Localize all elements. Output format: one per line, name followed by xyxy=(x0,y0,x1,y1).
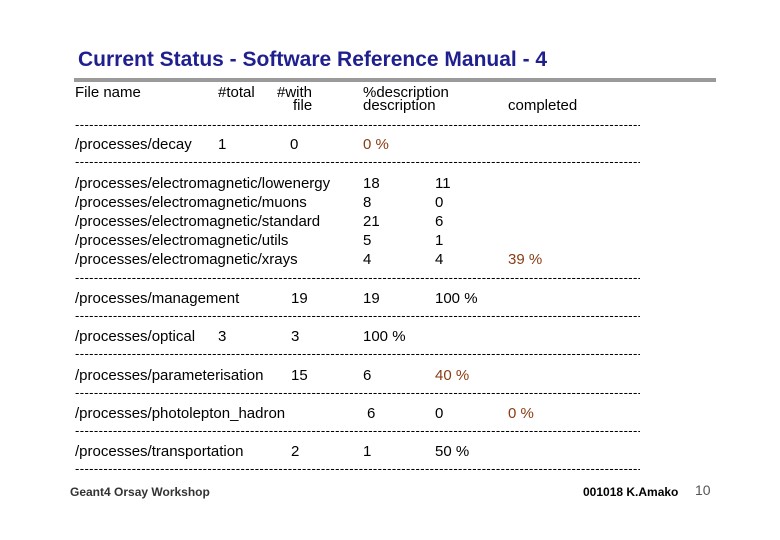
row-percent: 39 % xyxy=(508,251,543,268)
header-with: #with xyxy=(277,84,313,101)
row-total: 1 xyxy=(218,136,227,153)
row-with-file: 0 xyxy=(290,136,299,153)
slide-title: Current Status - Software Reference Manu… xyxy=(78,48,548,71)
row-with-file: 18 xyxy=(363,175,380,192)
separator-line: ----------------------------------------… xyxy=(75,273,640,283)
row-percent: 0 % xyxy=(363,136,389,153)
header-file-name: File name xyxy=(75,84,141,101)
header-desc-2: description xyxy=(363,97,436,114)
row-with-file: 6 xyxy=(363,367,372,384)
row-name: /processes/parameterisation xyxy=(75,367,264,384)
row-with-file: 5 xyxy=(363,232,372,249)
row-total: 19 xyxy=(291,290,308,307)
separator-line: ----------------------------------------… xyxy=(75,464,640,474)
row-description: 6 xyxy=(435,213,444,230)
row-percent: 40 % xyxy=(435,367,470,384)
footer-event: Geant4 Orsay Workshop xyxy=(70,485,210,499)
row-name: /processes/electromagnetic/standard xyxy=(75,213,321,230)
row-with-file: 8 xyxy=(363,194,372,211)
row-percent: 50 % xyxy=(435,443,470,460)
separator-line: ----------------------------------------… xyxy=(75,349,640,359)
row-name: /processes/optical xyxy=(75,328,196,345)
row-description: 4 xyxy=(435,251,444,268)
row-name: /processes/photolepton_hadron xyxy=(75,405,286,422)
row-name: /processes/electromagnetic/xrays xyxy=(75,251,298,268)
row-name: /processes/electromagnetic/utils xyxy=(75,232,289,249)
row-with-file: 6 xyxy=(367,405,376,422)
separator-line: ----------------------------------------… xyxy=(75,157,640,167)
row-with-file: 19 xyxy=(363,290,380,307)
row-total: 2 xyxy=(291,443,300,460)
header-total: #total xyxy=(218,84,255,101)
row-total: 15 xyxy=(291,367,308,384)
row-name: /processes/management xyxy=(75,290,240,307)
page-number: 10 xyxy=(695,482,711,498)
row-with-file: 1 xyxy=(363,443,372,460)
row-name: /processes/electromagnetic/lowenergy xyxy=(75,175,331,192)
header-completed: completed xyxy=(508,97,578,114)
footer-author: 001018 K.Amako xyxy=(583,485,679,499)
row-description: 0 xyxy=(435,194,444,211)
row-percent: 100 % xyxy=(435,290,478,307)
row-name: /processes/electromagnetic/muons xyxy=(75,194,307,211)
separator-line: ----------------------------------------… xyxy=(75,120,640,130)
row-name: /processes/decay xyxy=(75,136,192,153)
row-description: 11 xyxy=(435,175,451,192)
row-with-file: 21 xyxy=(363,213,380,230)
separator-line: ----------------------------------------… xyxy=(75,311,640,321)
header-desc: %description xyxy=(363,84,449,101)
separator-line: ----------------------------------------… xyxy=(75,388,640,398)
row-description: 1 xyxy=(435,232,444,249)
row-total: 3 xyxy=(218,328,227,345)
row-with-file: 4 xyxy=(363,251,372,268)
title-underline xyxy=(74,78,716,82)
row-name: /processes/transportation xyxy=(75,443,244,460)
separator-line: ----------------------------------------… xyxy=(75,426,640,436)
row-percent: 100 % xyxy=(363,328,406,345)
row-with-file: 3 xyxy=(291,328,300,345)
row-description: 0 xyxy=(435,405,444,422)
row-percent: 0 % xyxy=(508,405,534,422)
header-with-file: file xyxy=(293,97,313,114)
